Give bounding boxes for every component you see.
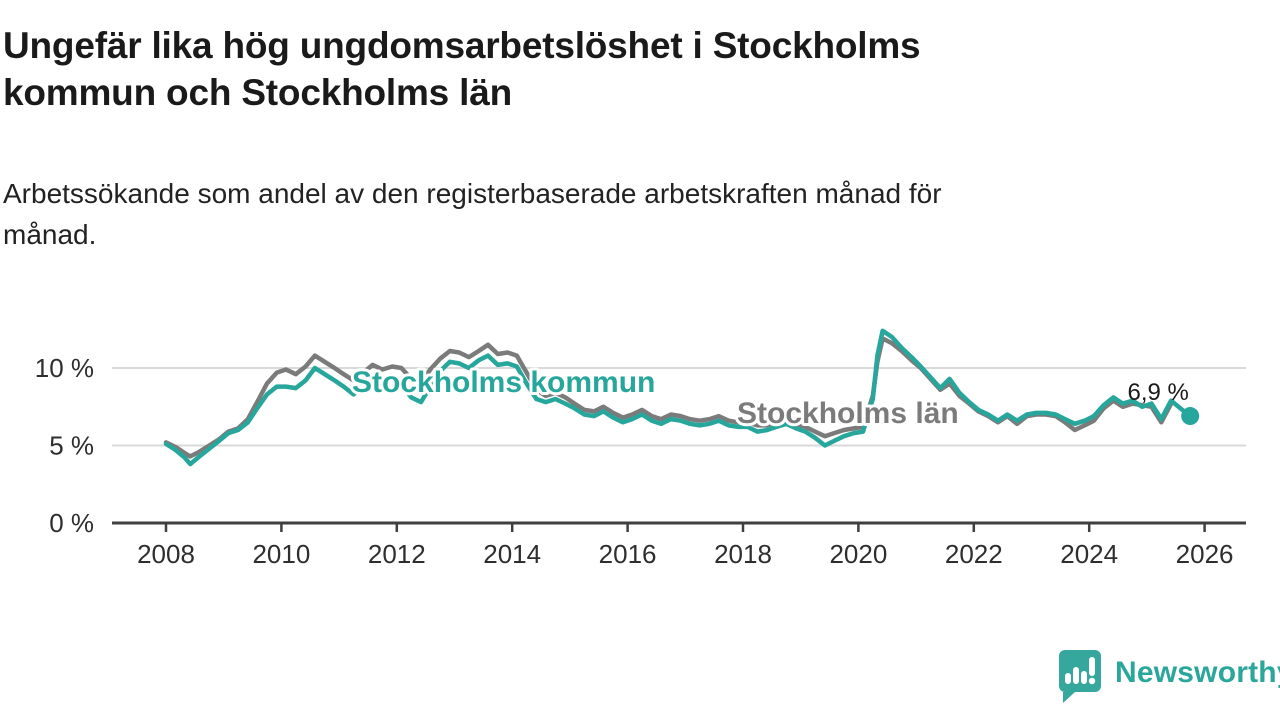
newsworthy-branding: Newsworthy — [1053, 648, 1280, 704]
newsworthy-logo-text: Newsworthy — [1115, 656, 1280, 689]
x-axis: 2008 2010 2012 2014 2016 2018 2020 2022 2024 2026 — [112, 521, 1246, 569]
page-subtitle: Arbetssökande som andel av den registerb… — [3, 178, 942, 250]
series-inline-labels: Stockholms län Stockholms kommun — [349, 363, 962, 433]
x-tick-label: 2012 — [368, 539, 426, 569]
y-gridlines — [112, 367, 1246, 447]
logo-bar-3 — [1081, 671, 1087, 684]
latest-value-label: 6,9 % — [1127, 379, 1188, 406]
x-tick-label: 2022 — [945, 539, 1003, 569]
logo-bar-2 — [1073, 667, 1079, 684]
x-tick-label: 2008 — [137, 539, 195, 569]
y-tick-label: 5 % — [49, 431, 94, 461]
latest-value-annotation: 6,9 % — [1127, 379, 1200, 426]
series-line-kommun — [163, 328, 1193, 467]
x-tick-label: 2026 — [1176, 539, 1234, 569]
y-axis-tick-labels: 0 % 5 % 10 % — [35, 353, 94, 538]
x-tick-label: 2010 — [252, 539, 310, 569]
page-title: Ungefär lika hög ungdomsarbetslöshet i S… — [3, 25, 921, 114]
y-tick-label: 10 % — [35, 353, 94, 383]
series-line-lan — [163, 336, 1174, 459]
latest-value-dot — [1181, 407, 1200, 426]
logo-exclamation-dot — [1088, 677, 1096, 685]
x-tick-label: 2016 — [599, 539, 657, 569]
newsworthy-logo-icon — [1059, 650, 1101, 703]
x-tick-label: 2018 — [714, 539, 772, 569]
logo-bar-1 — [1065, 673, 1071, 684]
y-tick-label: 0 % — [49, 508, 94, 538]
x-tick-label: 2024 — [1060, 539, 1118, 569]
logo-exclamation-bar — [1089, 657, 1095, 676]
x-tick-label: 2014 — [483, 539, 541, 569]
series-lines — [163, 328, 1193, 467]
series-label-kommun: Stockholms kommun — [352, 366, 655, 399]
series-label-lan: Stockholms län — [737, 397, 959, 430]
x-tick-label: 2020 — [829, 539, 887, 569]
